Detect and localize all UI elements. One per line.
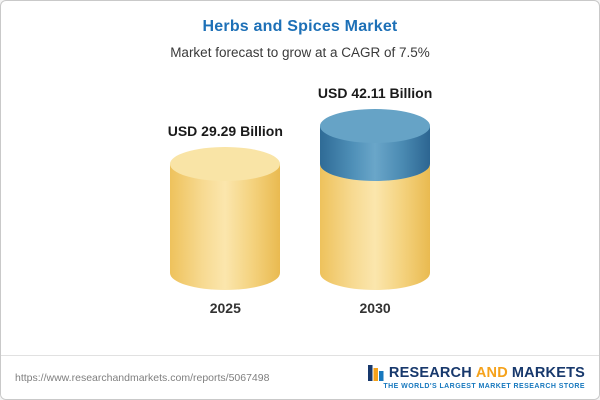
bar-group-2030: USD 42.11 Billion 2030 xyxy=(318,85,432,316)
bar-chart: USD 29.29 Billion 2025 USD 42.11 Billion… xyxy=(1,64,599,316)
logo-icon xyxy=(367,365,384,381)
logo-tagline: THE WORLD'S LARGEST MARKET RESEARCH STOR… xyxy=(383,383,585,390)
logo-text: RESEARCH AND MARKETS xyxy=(389,365,585,381)
bar-segment-2030-base xyxy=(320,147,431,290)
report-url: https://www.researchandmarkets.com/repor… xyxy=(15,371,270,384)
logo-word-markets: MARKETS xyxy=(511,365,585,381)
bar-segment-2030-growth xyxy=(320,108,431,182)
bar-group-2025: USD 29.29 Billion 2025 xyxy=(168,123,283,316)
footer: https://www.researchandmarkets.com/repor… xyxy=(1,355,599,399)
logo-row: RESEARCH AND MARKETS xyxy=(367,365,585,381)
logo-word-research: RESEARCH xyxy=(388,365,472,381)
category-label-2030: 2030 xyxy=(359,300,391,316)
value-label-2030: USD 42.11 Billion xyxy=(317,85,433,102)
category-label-2025: 2025 xyxy=(209,300,241,316)
logo: RESEARCH AND MARKETS THE WORLD'S LARGEST M… xyxy=(367,365,585,390)
page-title: Herbs and Spices Market xyxy=(202,18,398,35)
bar-segment-2025-base xyxy=(170,147,281,290)
bar-2030 xyxy=(320,108,431,290)
bar-2025 xyxy=(170,147,281,290)
logo-word-and: AND xyxy=(475,365,508,381)
value-label-2025: USD 29.29 Billion xyxy=(167,123,283,140)
page-subtitle: Market forecast to grow at a CAGR of 7.5… xyxy=(170,45,430,60)
